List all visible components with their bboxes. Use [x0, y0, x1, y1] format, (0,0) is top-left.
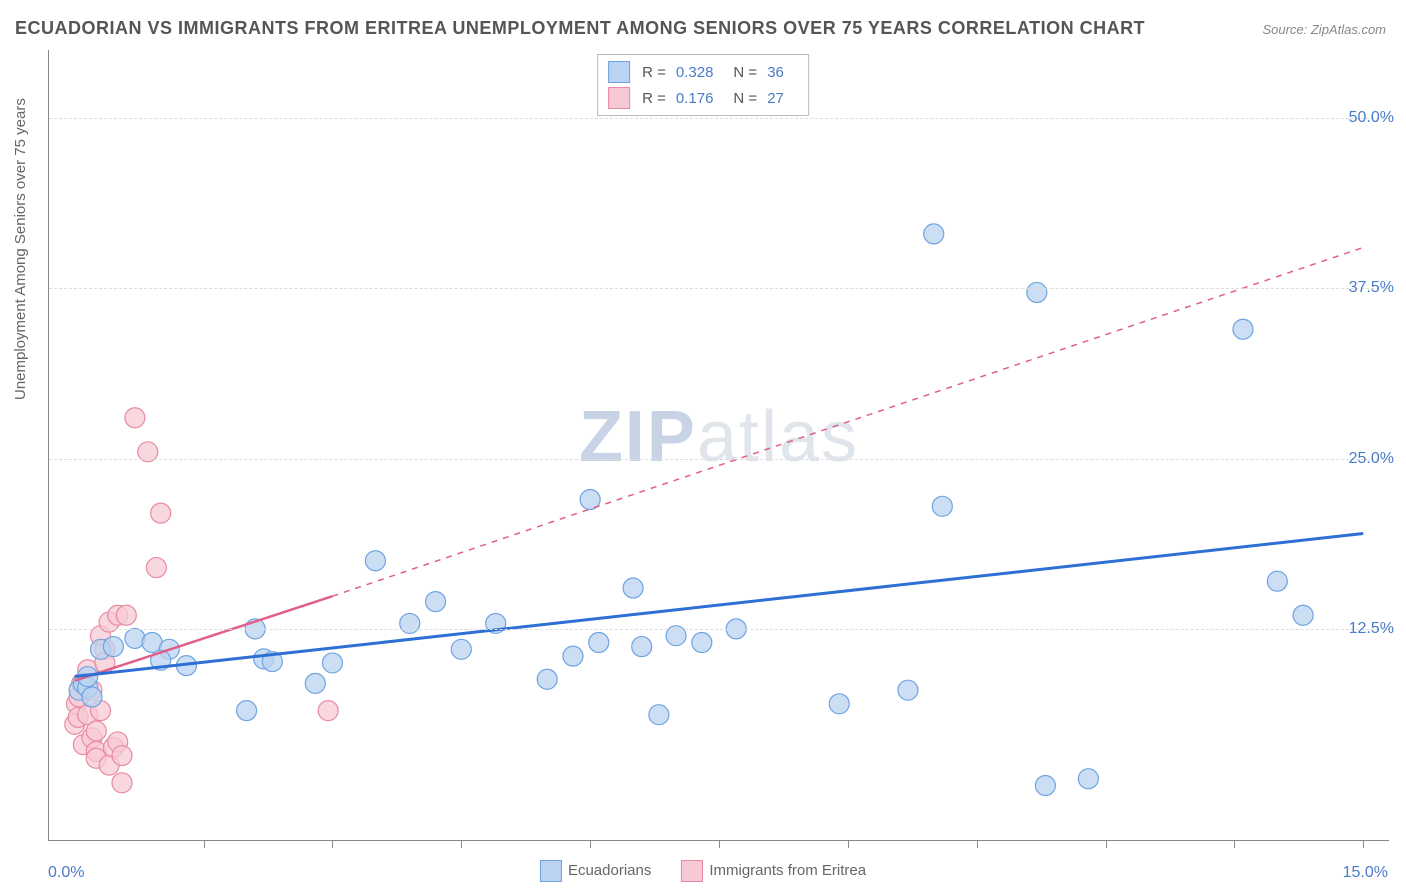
data-point	[1027, 282, 1047, 302]
data-point	[632, 637, 652, 657]
y-tick-label: 37.5%	[1349, 279, 1394, 297]
data-point	[112, 746, 132, 766]
data-point	[1233, 319, 1253, 339]
r-value: 0.328	[676, 64, 714, 81]
data-point	[1267, 571, 1287, 591]
data-point	[623, 578, 643, 598]
data-point	[451, 639, 471, 659]
y-tick-label: 50.0%	[1349, 109, 1394, 127]
x-tick	[204, 840, 205, 848]
data-point	[924, 224, 944, 244]
x-tick	[719, 840, 720, 848]
x-tick	[1234, 840, 1235, 848]
data-point	[563, 646, 583, 666]
legend-label: Ecuadorians	[568, 862, 651, 879]
legend-swatch	[540, 860, 562, 882]
r-label: R =	[642, 64, 666, 81]
data-point	[146, 558, 166, 578]
legend-item: Ecuadorians	[540, 860, 651, 882]
data-point	[932, 496, 952, 516]
data-point	[125, 408, 145, 428]
x-tick	[1106, 840, 1107, 848]
data-point	[82, 687, 102, 707]
data-point	[1293, 605, 1313, 625]
data-point	[898, 680, 918, 700]
gridline	[49, 288, 1389, 289]
trend-line	[75, 534, 1363, 677]
scatter-svg	[49, 50, 1389, 840]
n-value: 27	[767, 90, 784, 107]
data-point	[318, 701, 338, 721]
data-point	[237, 701, 257, 721]
trend-line	[332, 248, 1363, 597]
y-tick-label: 12.5%	[1349, 620, 1394, 638]
data-point	[426, 592, 446, 612]
data-point	[692, 633, 712, 653]
legend-item: Immigrants from Eritrea	[681, 860, 866, 882]
gridline	[49, 118, 1389, 119]
data-point	[305, 673, 325, 693]
n-value: 36	[767, 64, 784, 81]
data-point	[322, 653, 342, 673]
legend-swatch	[608, 87, 630, 109]
n-label: N =	[733, 64, 757, 81]
data-point	[151, 503, 171, 523]
data-point	[103, 637, 123, 657]
y-axis-label: Unemployment Among Seniors over 75 years	[12, 98, 29, 400]
r-value: 0.176	[676, 90, 714, 107]
data-point	[1078, 769, 1098, 789]
data-point	[400, 613, 420, 633]
x-tick	[1363, 840, 1364, 848]
data-point	[537, 669, 557, 689]
y-tick-label: 25.0%	[1349, 450, 1394, 468]
x-tick	[332, 840, 333, 848]
source-label: Source: ZipAtlas.com	[1262, 22, 1386, 37]
data-point	[1035, 776, 1055, 796]
data-point	[829, 694, 849, 714]
chart-title: ECUADORIAN VS IMMIGRANTS FROM ERITREA UN…	[15, 18, 1145, 39]
x-axis-start: 0.0%	[48, 864, 84, 882]
series-legend: Ecuadorians Immigrants from Eritrea	[540, 860, 866, 882]
r-label: R =	[642, 90, 666, 107]
x-tick	[977, 840, 978, 848]
gridline	[49, 459, 1389, 460]
legend-swatch	[681, 860, 703, 882]
gridline	[49, 629, 1389, 630]
correlation-legend-row: R = 0.328 N = 36	[608, 59, 798, 85]
x-tick	[590, 840, 591, 848]
data-point	[86, 721, 106, 741]
data-point	[116, 605, 136, 625]
data-point	[112, 773, 132, 793]
n-label: N =	[733, 90, 757, 107]
data-point	[365, 551, 385, 571]
chart-plot-area: ZIPatlas	[48, 50, 1389, 841]
x-tick	[848, 840, 849, 848]
correlation-legend-row: R = 0.176 N = 27	[608, 85, 798, 111]
data-point	[589, 633, 609, 653]
x-axis-end: 15.0%	[1343, 864, 1388, 882]
correlation-legend: R = 0.328 N = 36 R = 0.176 N = 27	[597, 54, 809, 116]
data-point	[649, 705, 669, 725]
legend-label: Immigrants from Eritrea	[709, 862, 866, 879]
x-tick	[461, 840, 462, 848]
legend-swatch	[608, 61, 630, 83]
